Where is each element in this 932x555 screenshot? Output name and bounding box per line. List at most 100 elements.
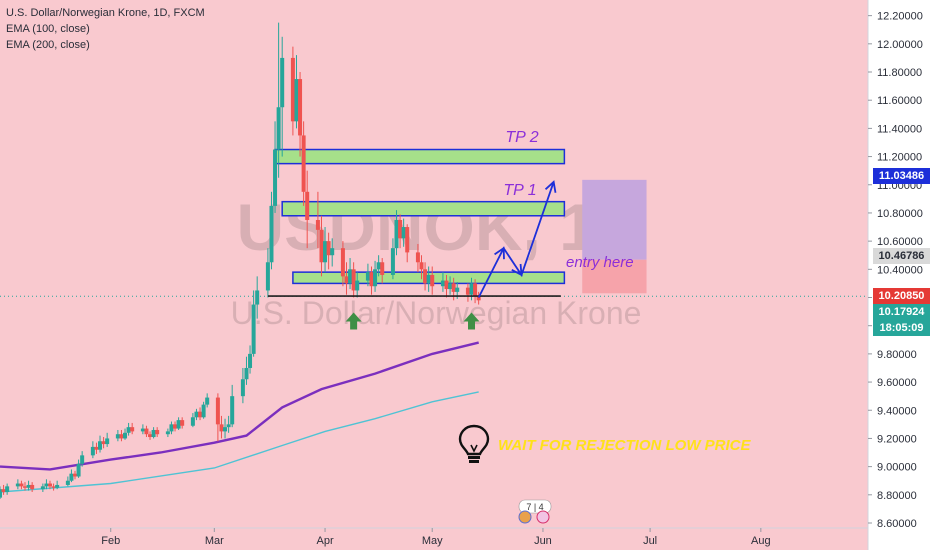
candle-body bbox=[390, 248, 395, 275]
candle-body bbox=[405, 227, 410, 253]
x-tick-label: Apr bbox=[316, 535, 333, 547]
event-badge[interactable]: 7 | 4 bbox=[518, 499, 552, 524]
chart-legend: U.S. Dollar/Norwegian Krone, 1D, FXCM EM… bbox=[6, 5, 205, 53]
y-tick-label: 11.40000 bbox=[877, 123, 922, 135]
x-tick-label: Jun bbox=[534, 535, 552, 547]
candle-body bbox=[476, 296, 481, 301]
x-tick-label: Jul bbox=[643, 535, 657, 547]
candle-body bbox=[169, 424, 174, 432]
candle-body bbox=[76, 463, 81, 477]
candle-body bbox=[201, 404, 206, 418]
arrowhead-1 bbox=[494, 246, 505, 260]
x-tick-label: May bbox=[422, 535, 443, 547]
candle-body bbox=[426, 274, 431, 284]
candle-body bbox=[55, 484, 60, 488]
y-tick-label: 10.80000 bbox=[877, 208, 923, 220]
x-tick-label: Aug bbox=[751, 535, 771, 547]
drawing-lines[interactable] bbox=[0, 180, 868, 330]
candle-body bbox=[340, 248, 345, 277]
candle-body bbox=[101, 441, 106, 445]
candle-body bbox=[26, 484, 31, 488]
candle-body bbox=[294, 79, 299, 122]
x-tick-label: Feb bbox=[101, 535, 120, 547]
price-tag-current: 10.20850 bbox=[873, 288, 930, 304]
price-axis[interactable]: 8.60000 8.80000 9.00000 9.20000 9.40000 9.600… bbox=[868, 11, 923, 530]
light-bulb-icon bbox=[458, 424, 490, 463]
candle-body bbox=[151, 429, 156, 438]
y-tick-label: 10.40000 bbox=[877, 264, 923, 276]
ema-lines bbox=[0, 341, 479, 493]
candle-body bbox=[173, 424, 178, 429]
event-badge-label: 7 | 4 bbox=[526, 502, 543, 512]
candle-body bbox=[423, 269, 428, 284]
candle-body bbox=[369, 272, 374, 287]
ema-line-2 bbox=[0, 391, 479, 493]
candle-body bbox=[248, 353, 253, 368]
candle-body bbox=[155, 429, 160, 435]
candle-body bbox=[315, 219, 320, 230]
candle-body bbox=[98, 441, 103, 450]
tp1-label: TP 1 bbox=[503, 182, 536, 199]
legend-ema100: EMA (100, close) bbox=[6, 23, 90, 35]
candle-body bbox=[269, 205, 274, 263]
candle-body bbox=[205, 397, 210, 405]
candle-body bbox=[90, 446, 95, 456]
price-tag-countdown: 18:05:09 bbox=[873, 320, 930, 336]
time-axis[interactable]: Feb Mar Apr May Jun Jul Aug bbox=[101, 528, 771, 547]
y-tick-label: 12.00000 bbox=[877, 39, 923, 51]
us-flag-icon bbox=[518, 510, 532, 524]
candle-body bbox=[348, 269, 353, 284]
candle-body bbox=[130, 427, 135, 432]
zone-2 bbox=[281, 200, 566, 217]
candle-body bbox=[215, 397, 220, 425]
candle-body bbox=[180, 420, 185, 426]
y-tick-label: 11.80000 bbox=[877, 67, 922, 79]
candle-body bbox=[69, 473, 74, 481]
y-tick-label: 9.20000 bbox=[877, 433, 917, 445]
candle-body bbox=[365, 272, 370, 281]
y-tick-label: 8.80000 bbox=[877, 490, 917, 502]
candle-body bbox=[280, 57, 285, 108]
candle-body bbox=[394, 219, 399, 249]
candle-body bbox=[65, 480, 70, 485]
arrowhead-3 bbox=[544, 180, 557, 193]
candles bbox=[0, 22, 481, 500]
candle-body bbox=[301, 135, 306, 192]
candle-body bbox=[380, 262, 385, 275]
candle-body bbox=[376, 262, 381, 270]
candle-body bbox=[415, 252, 420, 263]
candle-body bbox=[255, 290, 260, 305]
candle-body bbox=[440, 280, 445, 287]
candle-body bbox=[323, 241, 328, 263]
price-axis-background bbox=[868, 0, 932, 550]
y-tick-label: 9.80000 bbox=[877, 349, 917, 361]
candle-body bbox=[176, 420, 181, 429]
candle-body bbox=[73, 473, 78, 477]
zone-1 bbox=[274, 148, 566, 165]
note-label: WAIT FOR REJECTION LOW PRICE bbox=[498, 437, 751, 454]
candle-body bbox=[48, 483, 53, 487]
candle-body bbox=[126, 427, 131, 433]
candle-body bbox=[115, 434, 120, 439]
candle-body bbox=[1, 489, 6, 492]
projection-path bbox=[477, 181, 555, 298]
y-tick-label: 9.40000 bbox=[877, 405, 917, 417]
candle-body bbox=[223, 427, 228, 432]
candle-body bbox=[144, 428, 149, 435]
price-tag-entry: 10.46786 bbox=[873, 248, 930, 264]
profit-zone bbox=[582, 179, 647, 260]
candle-body bbox=[148, 434, 153, 438]
entry-label: entry here bbox=[566, 254, 634, 271]
candle-body bbox=[455, 287, 460, 292]
candle-body bbox=[355, 280, 360, 291]
candle-body bbox=[80, 455, 85, 464]
candle-body bbox=[344, 276, 349, 284]
candle-body bbox=[273, 149, 278, 206]
candle-body bbox=[469, 283, 474, 295]
position-box[interactable] bbox=[582, 179, 647, 294]
candle-body bbox=[5, 486, 10, 492]
candle-body bbox=[398, 219, 403, 239]
candle-body bbox=[451, 283, 456, 292]
